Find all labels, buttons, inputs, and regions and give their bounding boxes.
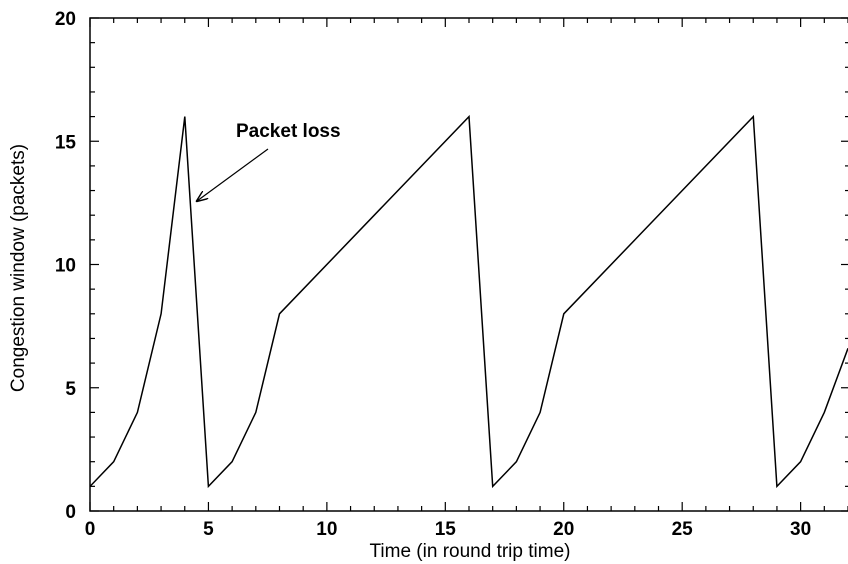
y-tick-label: 20 xyxy=(55,9,76,30)
plot-frame xyxy=(90,18,848,511)
x-tick-label: 0 xyxy=(85,519,96,540)
y-tick-label: 0 xyxy=(65,502,76,523)
congestion-window-line xyxy=(90,117,848,487)
x-tick-label: 25 xyxy=(672,519,694,540)
series-layer xyxy=(90,117,848,487)
x-axis-ticks: 0 5 10 15 20 25 30 xyxy=(85,18,848,540)
packet-loss-annotation: Packet loss xyxy=(236,121,341,142)
x-tick-label: 30 xyxy=(790,519,811,540)
y-axis-title: Congestion window (packets) xyxy=(8,144,29,392)
x-axis-title: Time (in round trip time) xyxy=(370,541,571,562)
x-tick-label: 20 xyxy=(553,519,574,540)
x-tick-label: 5 xyxy=(203,519,214,540)
packet-loss-arrow xyxy=(197,149,268,201)
y-tick-label: 10 xyxy=(55,256,76,277)
y-axis-ticks: 0 5 10 15 20 xyxy=(55,9,848,523)
x-tick-label: 10 xyxy=(316,519,337,540)
y-tick-label: 15 xyxy=(55,132,77,153)
y-tick-label: 5 xyxy=(65,379,76,400)
x-tick-label: 15 xyxy=(435,519,457,540)
